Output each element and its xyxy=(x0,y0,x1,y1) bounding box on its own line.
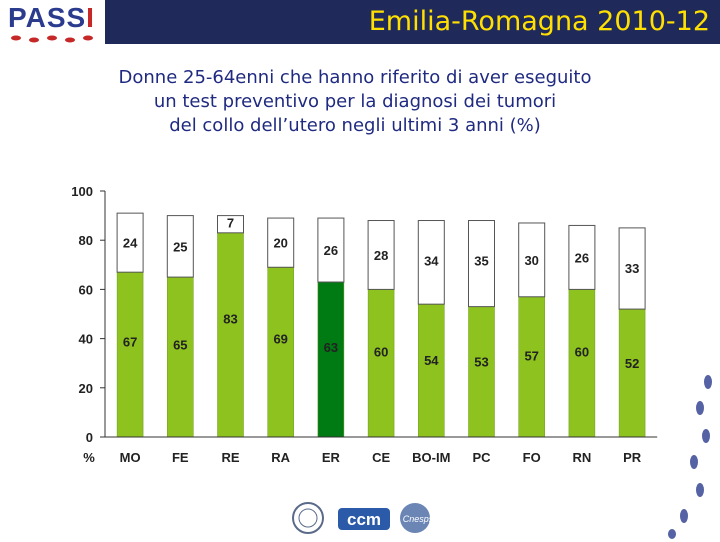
y-tick-label: 0 xyxy=(86,430,93,445)
bar-green-ER xyxy=(317,281,345,438)
footer-logo-art: ccm Cnesps xyxy=(292,502,434,534)
bar-white-FE xyxy=(166,215,194,278)
bar-green-PR xyxy=(618,308,646,438)
y-tick-label: 40 xyxy=(79,332,93,347)
subtitle-line-2: un test preventivo per la diagnosi dei t… xyxy=(153,91,557,112)
ministry-seal-inner xyxy=(298,508,318,528)
axis-unit-label: % xyxy=(83,450,95,465)
bar-white-PC xyxy=(468,220,495,308)
bar-green-PC xyxy=(468,306,495,438)
data-label-green-ER: 63 xyxy=(324,340,338,355)
y-tick-label: 60 xyxy=(79,282,93,297)
subtitle-line-3: del collo dell’utero negli ultimi 3 anni… xyxy=(169,115,541,136)
footprints-icon xyxy=(11,35,93,43)
data-label-white-ER: 26 xyxy=(324,243,338,258)
x-tick-label-FE: FE xyxy=(172,450,189,465)
x-tick-label-BO-IM: BO-IM xyxy=(412,450,450,465)
data-label-white-PC: 35 xyxy=(474,254,488,269)
x-tick-label-RE: RE xyxy=(221,450,239,465)
data-label-green-PR: 52 xyxy=(625,356,639,371)
data-label-green-BO-IM: 54 xyxy=(424,353,439,368)
data-label-green-RA: 69 xyxy=(273,332,287,347)
bar-white-RE xyxy=(217,215,244,234)
bar-white-ER xyxy=(317,217,345,283)
data-label-white-PR: 33 xyxy=(625,261,639,276)
data-label-white-RN: 26 xyxy=(575,250,589,265)
footer-logos: ccm Cnesps xyxy=(290,498,450,538)
logo-text-red: I xyxy=(86,2,95,33)
chart-subtitle: Donne 25-64enni che hanno riferito di av… xyxy=(0,66,710,138)
x-tick-label-ER: ER xyxy=(322,450,341,465)
bar-green-FO xyxy=(518,296,545,438)
y-tick-label: 100 xyxy=(71,184,93,199)
bar-green-RN xyxy=(568,289,596,438)
data-label-white-FO: 30 xyxy=(524,253,538,268)
passi-logo: PASSI xyxy=(4,2,104,44)
bar-green-CE xyxy=(367,289,395,438)
cnesps-logo-text: Cnesps xyxy=(403,514,434,524)
data-label-white-RE: 7 xyxy=(227,216,234,231)
data-label-green-MO: 67 xyxy=(123,334,137,349)
bar-green-FE xyxy=(167,276,194,438)
y-tick-label: 20 xyxy=(79,381,93,396)
data-label-green-RN: 60 xyxy=(575,344,589,359)
subtitle-line-1: Donne 25-64enni che hanno riferito di av… xyxy=(118,67,592,88)
data-label-green-CE: 60 xyxy=(374,344,388,359)
x-tick-label-PR: PR xyxy=(623,450,642,465)
bar-white-FO xyxy=(518,222,546,298)
x-tick-label-FO: FO xyxy=(523,450,541,465)
cnesps-logo-icon xyxy=(400,503,430,533)
ministry-seal-icon xyxy=(292,502,324,534)
bar-white-RA xyxy=(267,217,295,268)
y-tick-label: 80 xyxy=(79,233,93,248)
data-label-white-BO-IM: 34 xyxy=(424,254,439,269)
x-tick-label-MO: MO xyxy=(120,450,141,465)
ccm-logo-icon xyxy=(338,508,390,530)
data-label-white-RA: 20 xyxy=(273,236,287,251)
ccm-logo-text: ccm xyxy=(347,510,381,529)
x-tick-label-RA: RA xyxy=(271,450,290,465)
bar-green-RE xyxy=(217,232,244,438)
data-label-green-PC: 53 xyxy=(474,354,488,369)
data-label-green-RE: 83 xyxy=(223,312,237,327)
header-band: Emilia-Romagna 2010-12 xyxy=(105,0,720,44)
bar-green-RA xyxy=(267,267,294,438)
x-tick-label-CE: CE xyxy=(372,450,390,465)
bar-green-BO-IM xyxy=(418,303,445,438)
bar-green-MO xyxy=(116,271,144,438)
data-label-white-MO: 24 xyxy=(123,236,138,251)
logo-text-blue: PASS xyxy=(8,2,87,33)
data-label-white-FE: 25 xyxy=(173,239,187,254)
bar-white-CE xyxy=(367,220,395,290)
x-tick-label-PC: PC xyxy=(472,450,491,465)
bar-white-MO xyxy=(116,212,144,273)
x-tick-label-RN: RN xyxy=(573,450,592,465)
logo-text: PASSI xyxy=(8,2,95,34)
data-label-green-FE: 65 xyxy=(173,337,187,352)
footprints-decoration-icon xyxy=(668,375,712,539)
bar-white-RN xyxy=(568,224,596,290)
bar-white-BO-IM xyxy=(417,220,445,305)
bar-white-PR xyxy=(618,227,646,310)
data-label-green-FO: 57 xyxy=(524,349,538,364)
data-label-white-CE: 28 xyxy=(374,248,388,263)
page-title: Emilia-Romagna 2010-12 xyxy=(368,6,710,37)
